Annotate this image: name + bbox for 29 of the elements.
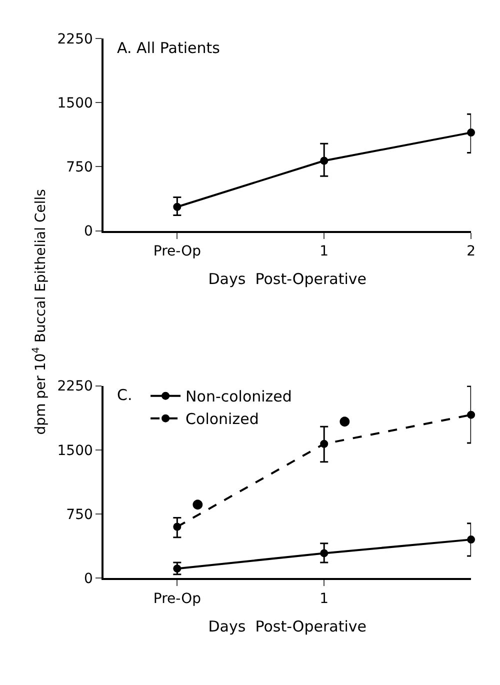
x-axis-title: Days Post-Operative bbox=[208, 617, 367, 636]
x-tick-label: 1 bbox=[320, 590, 329, 607]
x-tick-label: Pre-Op bbox=[153, 244, 202, 260]
y-tick-label: 2250 bbox=[57, 378, 93, 395]
annotation: ● bbox=[339, 414, 350, 429]
chart-title: A. All Patients bbox=[117, 39, 220, 57]
annotation: ● bbox=[192, 497, 204, 512]
y-tick-label: 750 bbox=[66, 160, 93, 176]
y-tick-label: 2250 bbox=[57, 32, 93, 48]
y-tick-label: 1500 bbox=[57, 96, 93, 112]
x-axis-title: Days Post-Operative bbox=[208, 270, 367, 288]
y-tick-label: 1500 bbox=[57, 442, 93, 459]
x-tick-label: Pre-Op bbox=[153, 590, 202, 607]
y-tick-label: 0 bbox=[84, 224, 93, 240]
x-tick-label: 1 bbox=[320, 244, 329, 260]
point bbox=[320, 549, 328, 558]
point bbox=[467, 536, 476, 544]
x-tick-label: 2 bbox=[466, 244, 476, 260]
point bbox=[467, 410, 476, 419]
legend-label: Non-colonized bbox=[186, 388, 292, 406]
point bbox=[173, 522, 182, 531]
legend-label: Colonized bbox=[186, 410, 259, 428]
chart-title: C. bbox=[117, 386, 132, 404]
point bbox=[320, 440, 328, 448]
y-tick-label: 0 bbox=[84, 570, 93, 587]
point bbox=[320, 156, 328, 165]
point bbox=[173, 202, 182, 211]
y-tick-label: 750 bbox=[66, 506, 93, 523]
point bbox=[467, 128, 476, 137]
